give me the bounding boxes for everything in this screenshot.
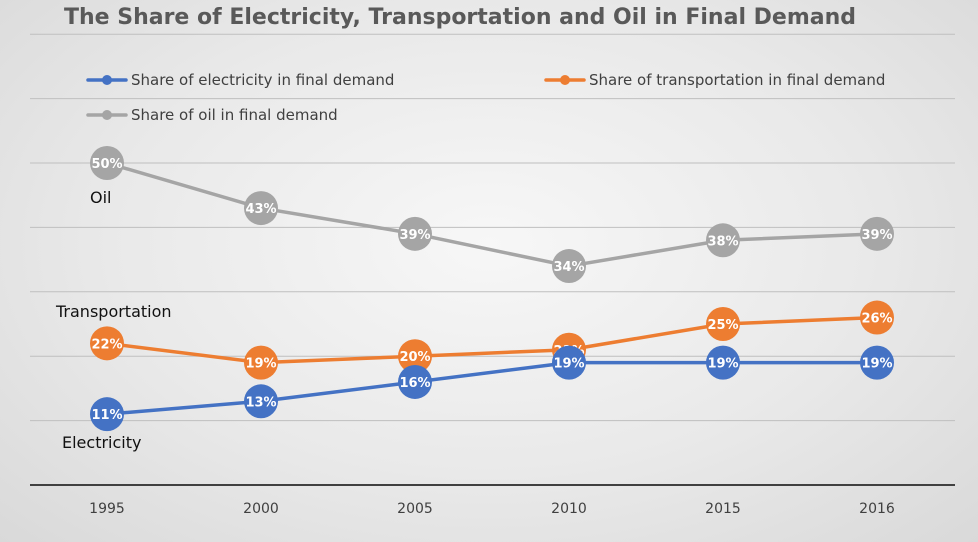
data-point bbox=[90, 397, 124, 432]
data-point bbox=[244, 191, 278, 226]
data-label: 16% bbox=[399, 376, 430, 391]
data-point bbox=[398, 216, 432, 251]
series-annotation: Transportation bbox=[55, 302, 172, 321]
data-label: 39% bbox=[399, 228, 430, 243]
data-point bbox=[244, 345, 278, 380]
data-point bbox=[398, 339, 432, 374]
data-label: 19% bbox=[707, 357, 738, 372]
x-tick-label: 2016 bbox=[859, 501, 895, 517]
legend-entry: Share of oil in final demand bbox=[131, 106, 338, 124]
data-label: 11% bbox=[91, 408, 122, 423]
data-point bbox=[552, 249, 586, 284]
data-point bbox=[860, 216, 894, 251]
data-point bbox=[398, 364, 432, 399]
legend-marker bbox=[102, 110, 112, 120]
data-point bbox=[706, 223, 740, 258]
x-tick-label: 2010 bbox=[551, 501, 587, 517]
data-label: 39% bbox=[861, 228, 892, 243]
data-label: 13% bbox=[245, 395, 276, 410]
data-label: 19% bbox=[553, 357, 584, 372]
data-label: 34% bbox=[553, 260, 584, 275]
legend-entry: Share of transportation in final demand bbox=[589, 71, 885, 89]
data-point bbox=[860, 300, 894, 335]
series-annotation: Oil bbox=[90, 188, 111, 207]
data-point bbox=[90, 326, 124, 361]
series-line bbox=[106, 315, 878, 365]
data-point bbox=[706, 345, 740, 380]
data-label: 19% bbox=[245, 357, 276, 372]
data-label: 25% bbox=[707, 318, 738, 333]
data-point bbox=[90, 146, 124, 180]
x-tick-label: 1995 bbox=[89, 501, 125, 517]
x-tick-label: 2015 bbox=[705, 501, 741, 517]
x-tick-label: 2005 bbox=[397, 501, 433, 517]
data-label: 50% bbox=[91, 157, 122, 172]
x-tick-label: 2000 bbox=[243, 501, 279, 517]
data-label: 26% bbox=[861, 312, 892, 327]
data-label: 19% bbox=[861, 357, 892, 372]
data-point bbox=[706, 307, 740, 341]
data-point bbox=[552, 345, 586, 380]
data-label: 20% bbox=[399, 350, 430, 365]
chart-title: The Share of Electricity, Transportation… bbox=[63, 5, 857, 30]
data-point bbox=[244, 384, 278, 419]
series-annotation: Electricity bbox=[62, 433, 141, 452]
series-line bbox=[106, 360, 877, 416]
data-label: 43% bbox=[245, 202, 276, 217]
series-line bbox=[106, 161, 878, 268]
legend-entry: Share of electricity in final demand bbox=[131, 71, 394, 89]
legend-marker bbox=[560, 75, 570, 85]
data-label: 38% bbox=[707, 234, 738, 249]
data-label: 22% bbox=[91, 337, 122, 352]
legend-marker bbox=[102, 75, 112, 85]
data-point bbox=[860, 345, 894, 380]
